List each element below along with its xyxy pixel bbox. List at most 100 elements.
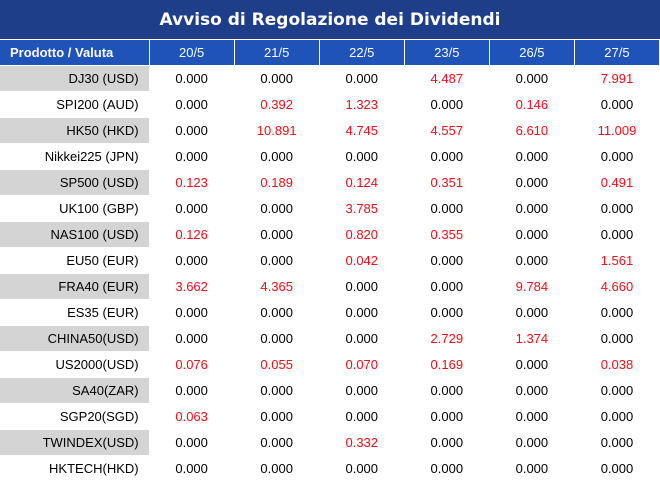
value-cell: 1.374 bbox=[489, 325, 575, 352]
product-cell: SGP20(SGD) bbox=[0, 403, 150, 430]
value-cell: 0.000 bbox=[404, 91, 490, 118]
value-cell: 0.392 bbox=[234, 91, 320, 118]
column-header-date: 27/5 bbox=[574, 40, 660, 66]
header-row: Prodotto / Valuta 20/5 21/5 22/5 23/5 26… bbox=[0, 40, 660, 66]
value-cell: 0.076 bbox=[149, 351, 235, 378]
value-cell: 0.000 bbox=[574, 143, 660, 170]
value-cell: 3.662 bbox=[149, 273, 235, 300]
value-cell: 0.000 bbox=[574, 299, 660, 326]
value-cell: 0.000 bbox=[149, 247, 235, 274]
value-cell: 0.000 bbox=[234, 221, 320, 248]
value-cell: 0.000 bbox=[319, 273, 405, 300]
product-cell: FRA40 (EUR) bbox=[0, 273, 150, 300]
value-cell: 0.124 bbox=[319, 169, 405, 196]
column-header-date: 22/5 bbox=[319, 40, 405, 66]
value-cell: 0.000 bbox=[149, 325, 235, 352]
value-cell: 0.000 bbox=[489, 221, 575, 248]
product-cell: SA40(ZAR) bbox=[0, 377, 150, 404]
value-cell: 0.000 bbox=[574, 195, 660, 222]
value-cell: 0.000 bbox=[404, 455, 490, 482]
value-cell: 0.000 bbox=[489, 377, 575, 404]
value-cell: 0.000 bbox=[149, 143, 235, 170]
product-cell: TWINDEX(USD) bbox=[0, 429, 150, 456]
table-row: HKTECH(HKD) 0.000 0.000 0.000 0.000 0.000 0.00… bbox=[0, 455, 660, 482]
value-cell: 0.000 bbox=[234, 429, 320, 456]
value-cell: 0.063 bbox=[149, 403, 235, 430]
value-cell: 0.000 bbox=[149, 455, 235, 482]
table-row: SPI200 (AUD) 0.000 0.392 1.323 0.000 0.146 0.0… bbox=[0, 91, 660, 118]
value-cell: 0.000 bbox=[319, 299, 405, 326]
product-cell: ES35 (EUR) bbox=[0, 299, 150, 326]
product-cell: HKTECH(HKD) bbox=[0, 455, 150, 482]
value-cell: 7.991 bbox=[574, 65, 660, 92]
value-cell: 0.000 bbox=[574, 221, 660, 248]
value-cell: 0.146 bbox=[489, 91, 575, 118]
column-header-product: Prodotto / Valuta bbox=[0, 40, 150, 66]
value-cell: 0.000 bbox=[234, 65, 320, 92]
product-cell: CHINA50(USD) bbox=[0, 325, 150, 352]
value-cell: 0.000 bbox=[404, 273, 490, 300]
value-cell: 0.000 bbox=[489, 169, 575, 196]
value-cell: 0.000 bbox=[404, 143, 490, 170]
table-row: SA40(ZAR) 0.000 0.000 0.000 0.000 0.000 0.000 bbox=[0, 377, 660, 404]
value-cell: 0.000 bbox=[574, 91, 660, 118]
value-cell: 0.070 bbox=[319, 351, 405, 378]
table-row: CHINA50(USD) 0.000 0.000 0.000 2.729 1.374 0.0… bbox=[0, 325, 660, 352]
value-cell: 0.126 bbox=[149, 221, 235, 248]
value-cell: 4.487 bbox=[404, 65, 490, 92]
value-cell: 0.000 bbox=[234, 247, 320, 274]
dividend-table: Prodotto / Valuta 20/5 21/5 22/5 23/5 26… bbox=[0, 40, 660, 482]
value-cell: 1.323 bbox=[319, 91, 405, 118]
value-cell: 0.000 bbox=[234, 455, 320, 482]
value-cell: 0.000 bbox=[574, 325, 660, 352]
value-cell: 0.000 bbox=[489, 351, 575, 378]
value-cell: 0.000 bbox=[404, 247, 490, 274]
value-cell: 0.000 bbox=[489, 143, 575, 170]
value-cell: 0.000 bbox=[149, 195, 235, 222]
column-header-date: 20/5 bbox=[149, 40, 235, 66]
product-cell: NAS100 (USD) bbox=[0, 221, 150, 248]
column-header-date: 26/5 bbox=[489, 40, 575, 66]
value-cell: 0.123 bbox=[149, 169, 235, 196]
value-cell: 0.000 bbox=[234, 143, 320, 170]
value-cell: 0.000 bbox=[149, 91, 235, 118]
value-cell: 0.355 bbox=[404, 221, 490, 248]
value-cell: 9.784 bbox=[489, 273, 575, 300]
table-row: EU50 (EUR) 0.000 0.000 0.042 0.000 0.000 1.561 bbox=[0, 247, 660, 274]
value-cell: 0.000 bbox=[489, 455, 575, 482]
value-cell: 4.745 bbox=[319, 117, 405, 144]
value-cell: 0.000 bbox=[574, 377, 660, 404]
value-cell: 0.000 bbox=[574, 403, 660, 430]
product-cell: US2000(USD) bbox=[0, 351, 150, 378]
value-cell: 0.000 bbox=[404, 429, 490, 456]
value-cell: 0.042 bbox=[319, 247, 405, 274]
value-cell: 0.000 bbox=[319, 325, 405, 352]
value-cell: 0.000 bbox=[404, 299, 490, 326]
value-cell: 6.610 bbox=[489, 117, 575, 144]
value-cell: 0.000 bbox=[149, 65, 235, 92]
value-cell: 0.000 bbox=[149, 117, 235, 144]
table-row: TWINDEX(USD) 0.000 0.000 0.332 0.000 0.000 0.0… bbox=[0, 429, 660, 456]
value-cell: 0.000 bbox=[234, 403, 320, 430]
value-cell: 3.785 bbox=[319, 195, 405, 222]
page-title: Avviso di Regolazione dei Dividendi bbox=[0, 0, 660, 39]
value-cell: 0.351 bbox=[404, 169, 490, 196]
value-cell: 0.169 bbox=[404, 351, 490, 378]
value-cell: 0.000 bbox=[574, 455, 660, 482]
value-cell: 0.000 bbox=[489, 403, 575, 430]
value-cell: 4.557 bbox=[404, 117, 490, 144]
table-row: DJ30 (USD) 0.000 0.000 0.000 4.487 0.000 7.991 bbox=[0, 65, 660, 92]
value-cell: 0.491 bbox=[574, 169, 660, 196]
value-cell: 0.000 bbox=[234, 195, 320, 222]
product-cell: Nikkei225 (JPN) bbox=[0, 143, 150, 170]
value-cell: 0.000 bbox=[489, 299, 575, 326]
table-row: HK50 (HKD) 0.000 10.891 4.745 4.557 6.610 11.0… bbox=[0, 117, 660, 144]
value-cell: 0.000 bbox=[404, 377, 490, 404]
value-cell: 0.000 bbox=[234, 377, 320, 404]
table-row: FRA40 (EUR) 3.662 4.365 0.000 0.000 9.784 4.66… bbox=[0, 273, 660, 300]
value-cell: 0.000 bbox=[489, 247, 575, 274]
value-cell: 0.000 bbox=[319, 143, 405, 170]
value-cell: 0.000 bbox=[149, 429, 235, 456]
value-cell: 0.000 bbox=[489, 195, 575, 222]
